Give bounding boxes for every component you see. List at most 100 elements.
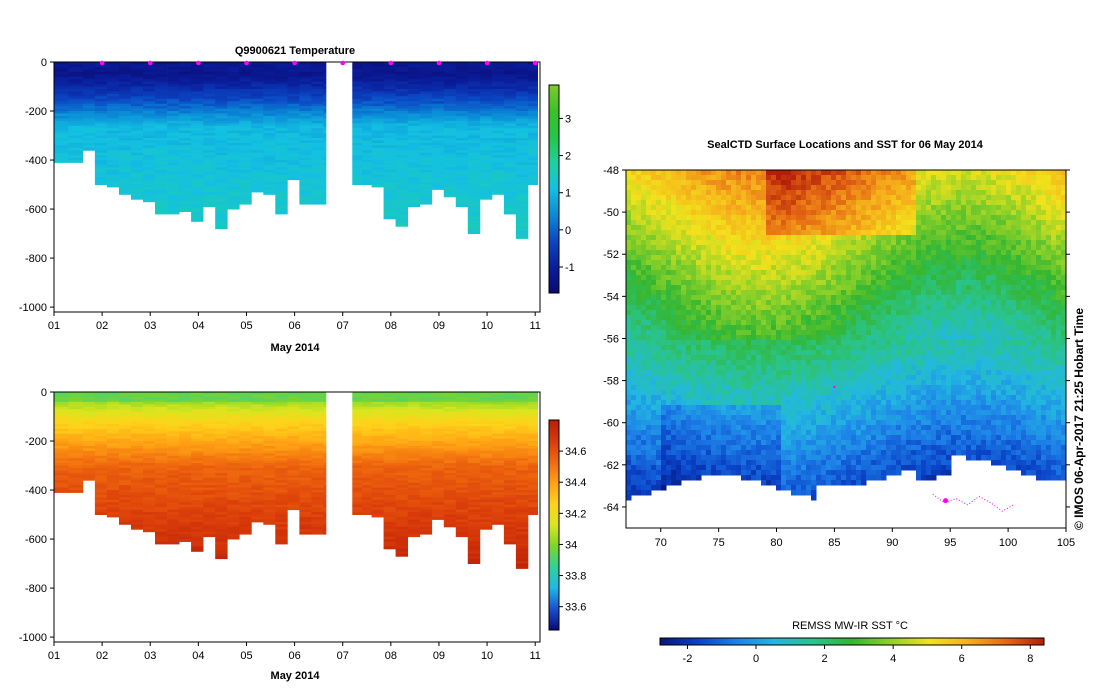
profile-cell bbox=[503, 103, 517, 107]
profile-cell bbox=[167, 492, 180, 496]
sst-cell bbox=[841, 190, 847, 196]
profile-cell bbox=[167, 460, 180, 464]
profile-cell bbox=[203, 89, 216, 92]
profile-cell bbox=[352, 89, 363, 92]
profile-cell bbox=[311, 419, 324, 422]
salinity-panel: 0-200-400-600-800-1000 01 02 03 04 05 06 07 08 0… bbox=[19, 387, 587, 682]
profile-cell bbox=[251, 441, 264, 444]
sst-cell bbox=[986, 185, 992, 191]
profile-cell bbox=[455, 179, 469, 183]
profile-cell bbox=[54, 89, 69, 92]
profile-cell bbox=[287, 445, 300, 449]
profile-cell bbox=[167, 438, 180, 442]
profile-cell bbox=[515, 463, 529, 466]
profile-cell bbox=[167, 86, 180, 90]
profile-cell bbox=[503, 433, 517, 437]
profile-cell bbox=[528, 443, 538, 447]
sst-cell bbox=[891, 180, 897, 186]
profile-cell bbox=[54, 465, 69, 469]
profile-cell bbox=[362, 89, 372, 92]
sst-cell bbox=[916, 175, 922, 181]
profile-cell bbox=[239, 140, 252, 144]
profile-cell bbox=[491, 460, 505, 464]
profile-cell bbox=[203, 142, 216, 146]
sst-cell bbox=[751, 190, 757, 196]
profile-cell bbox=[251, 519, 264, 523]
profile-cell bbox=[143, 184, 156, 188]
profile-cell bbox=[191, 172, 204, 176]
profile-cell bbox=[371, 399, 384, 403]
profile-cell bbox=[407, 487, 421, 491]
profile-cell bbox=[383, 167, 396, 171]
profile-cell bbox=[203, 448, 216, 452]
profile-cell bbox=[106, 426, 120, 430]
profile-cell bbox=[467, 438, 481, 442]
profile-cell bbox=[82, 448, 96, 452]
profile-cell bbox=[443, 485, 457, 488]
profile-cell bbox=[275, 147, 288, 151]
profile-cell bbox=[503, 392, 517, 395]
sst-cell bbox=[676, 195, 682, 201]
profile-cell bbox=[311, 125, 324, 129]
sst-cell bbox=[691, 170, 697, 176]
profile-cell bbox=[131, 174, 144, 178]
profile-cell bbox=[299, 482, 312, 486]
profile-cell bbox=[431, 96, 445, 100]
profile-cell bbox=[395, 416, 408, 420]
profile-cell bbox=[155, 472, 168, 476]
profile-cell bbox=[119, 465, 132, 469]
profile-cell bbox=[94, 465, 108, 469]
profile-cell bbox=[68, 423, 84, 427]
profile-cell bbox=[419, 421, 433, 425]
profile-cell bbox=[94, 160, 108, 163]
profile-cell bbox=[323, 189, 327, 193]
profile-cell bbox=[515, 512, 529, 515]
profile-cell bbox=[215, 172, 228, 176]
profile-cell bbox=[251, 411, 264, 415]
profile-cell bbox=[94, 475, 108, 479]
profile-cell bbox=[287, 414, 300, 417]
profile-cell bbox=[371, 468, 384, 471]
profile-cell bbox=[352, 182, 363, 185]
profile-cell bbox=[419, 167, 433, 171]
profile-cell bbox=[323, 416, 327, 420]
profile-cell bbox=[383, 485, 396, 488]
profile-cell bbox=[455, 468, 469, 471]
profile-cell bbox=[407, 130, 421, 134]
profile-cell bbox=[68, 118, 84, 122]
profile-cell bbox=[54, 472, 69, 476]
profile-cell bbox=[82, 79, 96, 83]
profile-cell bbox=[311, 71, 324, 75]
profile-cell bbox=[362, 482, 372, 486]
profile-cell bbox=[167, 142, 180, 146]
profile-cell bbox=[323, 167, 327, 171]
profile-cell bbox=[311, 524, 324, 528]
profile-cell bbox=[227, 443, 240, 447]
profile-cell bbox=[239, 189, 252, 193]
sst-cell bbox=[716, 180, 722, 186]
x-tick-label: 10 bbox=[481, 320, 493, 332]
profile-cell bbox=[239, 125, 252, 129]
sst-cell bbox=[881, 180, 887, 186]
profile-cell bbox=[431, 71, 445, 75]
temperature-x-axis: 01 02 03 04 05 06 07 08 09 10 11 bbox=[48, 312, 541, 332]
sst-cell bbox=[636, 195, 642, 201]
profile-cell bbox=[455, 512, 469, 515]
profile-cell bbox=[383, 428, 396, 432]
profile-cell bbox=[227, 492, 240, 496]
profile-cell bbox=[443, 160, 457, 163]
profile-cell bbox=[239, 472, 252, 476]
profile-cell bbox=[119, 426, 132, 430]
sst-cell bbox=[676, 190, 682, 196]
profile-cell bbox=[407, 455, 421, 459]
profile-cell bbox=[203, 392, 216, 395]
profile-cell bbox=[227, 441, 240, 444]
profile-cell bbox=[191, 423, 204, 427]
profile-cell bbox=[239, 475, 252, 479]
profile-cell bbox=[94, 441, 108, 444]
profile-cell bbox=[131, 453, 144, 457]
profile-cell bbox=[203, 477, 216, 481]
profile-cell bbox=[431, 517, 445, 520]
profile-cell bbox=[106, 512, 120, 515]
profile-cell bbox=[419, 89, 433, 92]
